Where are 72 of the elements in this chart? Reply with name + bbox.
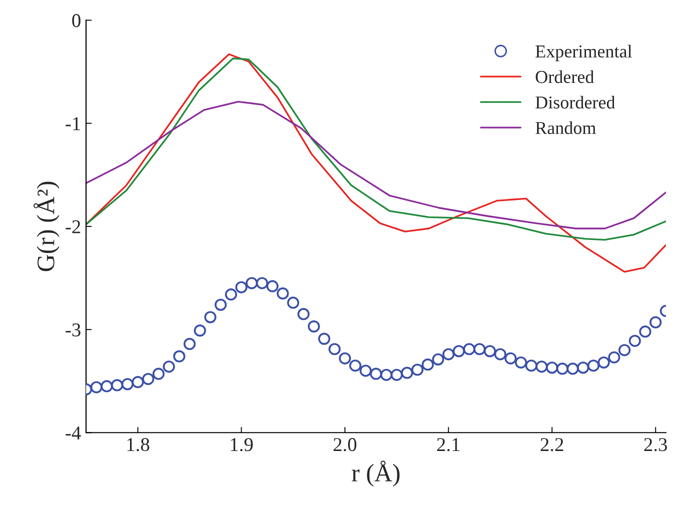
- point: [452, 345, 465, 358]
- y-axis-title: G(r) (Å²): [34, 182, 60, 272]
- point: [608, 351, 620, 364]
- y-tick-label: -3: [66, 323, 80, 336]
- point: [194, 324, 206, 337]
- point: [536, 360, 548, 373]
- point: [639, 326, 652, 338]
- point: [90, 381, 102, 394]
- x-tick-label: 2.1: [437, 438, 460, 452]
- point: [525, 360, 538, 372]
- point: [162, 360, 175, 373]
- point: [463, 343, 476, 356]
- point: [349, 360, 362, 372]
- point: [121, 378, 134, 390]
- point: [546, 362, 558, 374]
- point: [628, 334, 641, 347]
- point: [308, 320, 320, 332]
- point: [246, 277, 258, 290]
- point: [328, 343, 341, 356]
- y-tick-label: -1: [66, 117, 80, 130]
- point: [173, 350, 186, 362]
- point: [598, 356, 610, 369]
- y-tick-label: -2: [66, 220, 80, 234]
- point: [132, 376, 144, 388]
- point: [184, 338, 196, 350]
- point: [587, 360, 600, 372]
- y-tick-label: 0: [72, 14, 80, 28]
- point: [360, 364, 372, 377]
- point: [514, 356, 528, 369]
- point: [152, 368, 165, 380]
- point: [204, 311, 216, 324]
- point: [380, 368, 392, 381]
- point: [100, 380, 113, 392]
- point: [142, 372, 154, 386]
- point: [566, 362, 579, 375]
- point: [256, 277, 268, 290]
- point: [338, 352, 351, 364]
- point: [442, 348, 455, 360]
- x-tick-label: 1.8: [127, 438, 150, 452]
- point: [556, 362, 568, 375]
- point: [370, 368, 382, 380]
- point: [411, 364, 424, 376]
- point: [618, 344, 631, 356]
- legend-label: Disordered: [536, 96, 616, 109]
- point: [504, 352, 517, 364]
- point: [422, 358, 434, 371]
- point: [318, 332, 330, 345]
- point: [650, 316, 662, 328]
- y-tick-label: -4: [66, 426, 81, 440]
- x-tick-label: 2.0: [334, 438, 356, 452]
- x-axis-title: r (Å): [352, 460, 400, 487]
- point: [484, 345, 496, 358]
- point: [297, 308, 310, 320]
- point: [390, 368, 403, 381]
- legend-label: Experimental: [536, 44, 632, 62]
- point: [235, 281, 248, 294]
- x-tick-label: 1.9: [230, 438, 253, 452]
- point: [577, 362, 590, 374]
- point: [266, 280, 278, 292]
- x-tick-label: 2.3: [644, 438, 667, 452]
- point: [276, 287, 289, 300]
- legend-label: Random: [536, 121, 596, 134]
- x-tick-label: 2.2: [540, 438, 564, 452]
- point: [111, 379, 124, 392]
- point: [214, 298, 227, 311]
- point: [473, 343, 486, 356]
- point: [432, 353, 444, 366]
- point: [224, 288, 238, 301]
- point: [494, 348, 506, 360]
- point: [287, 296, 300, 309]
- legend-label: Ordered: [536, 70, 594, 84]
- point: [401, 366, 414, 379]
